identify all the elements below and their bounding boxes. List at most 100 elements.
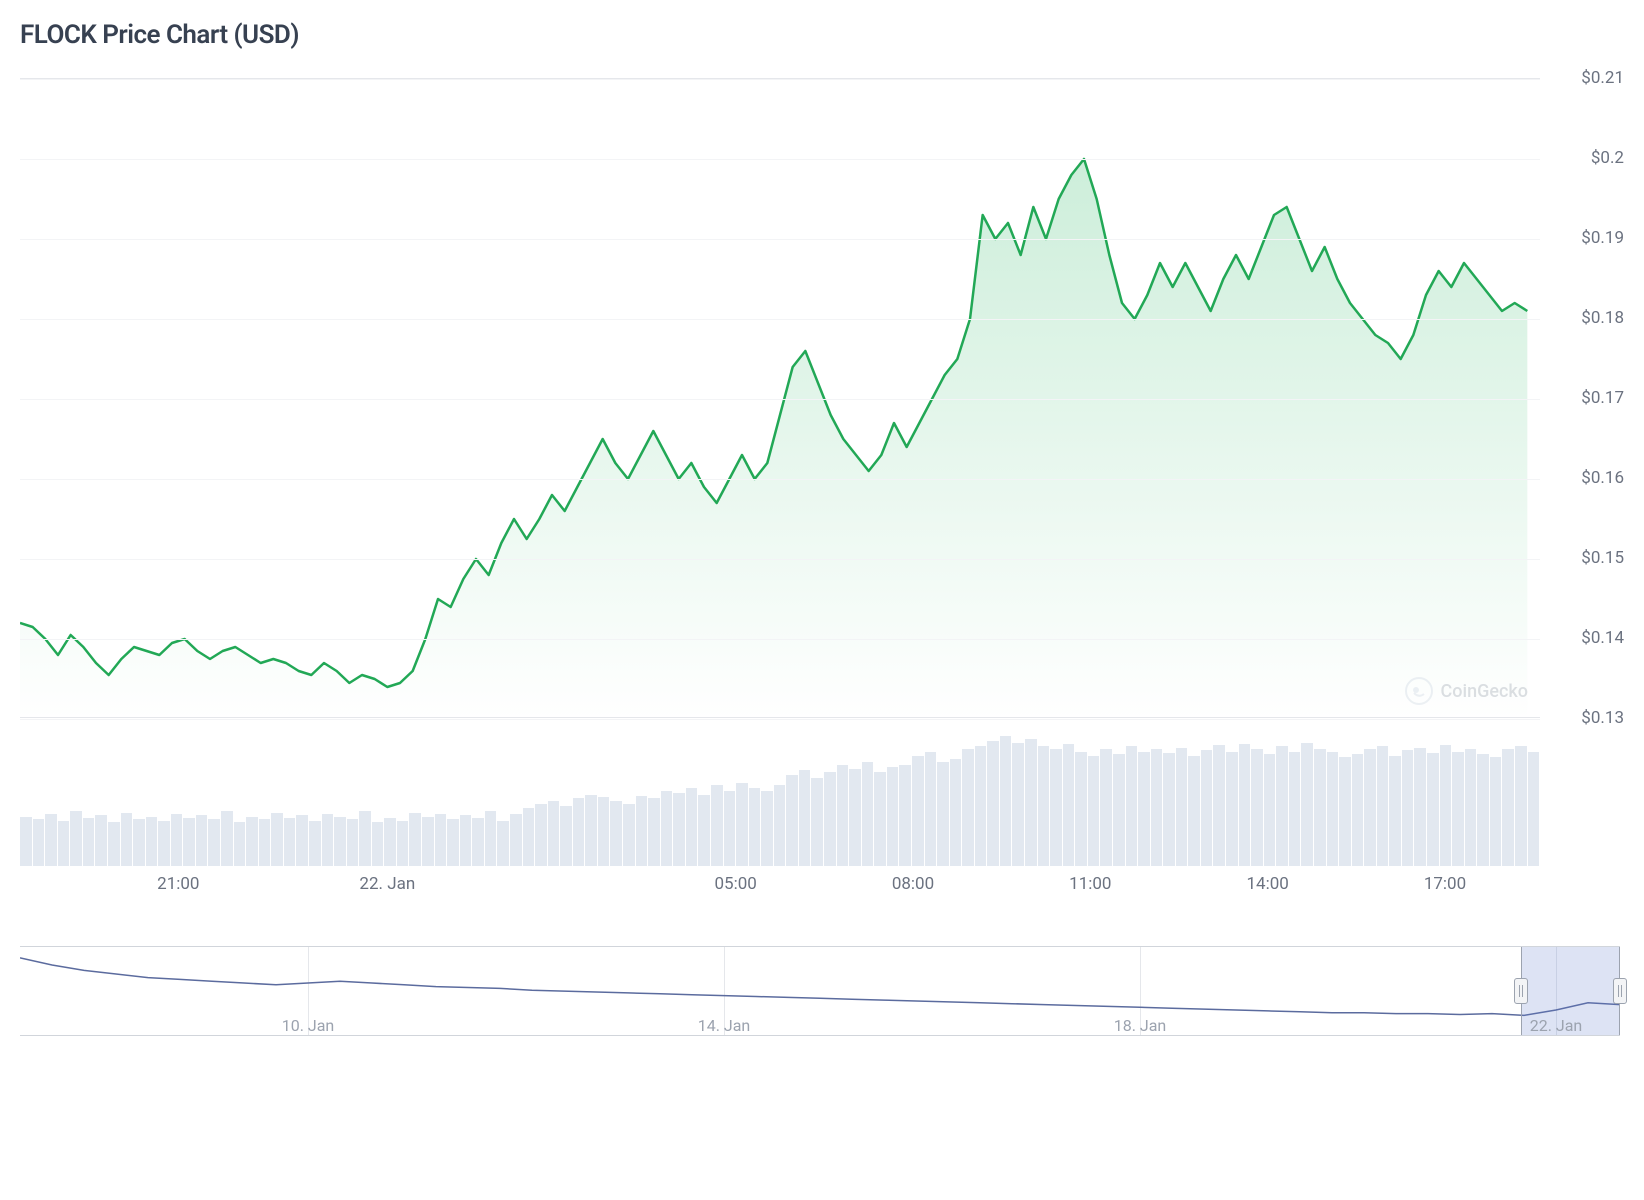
x-tick-label: 22. Jan	[359, 874, 415, 894]
chart-title: FLOCK Price Chart (USD)	[20, 20, 1624, 50]
volume-bar	[598, 797, 610, 866]
volume-bar	[1289, 752, 1301, 866]
volume-bar	[774, 785, 786, 866]
x-tick-label: 14:00	[1246, 874, 1288, 894]
volume-bar	[510, 814, 522, 866]
volume-bar	[610, 801, 622, 866]
volume-bar	[1213, 745, 1225, 866]
volume-bar	[799, 770, 811, 866]
y-tick-label: $0.17	[1569, 388, 1624, 408]
volume-bar	[309, 821, 321, 867]
volume-bar	[322, 814, 334, 866]
nav-x-tick-label: 14. Jan	[698, 1016, 751, 1035]
volume-bar	[573, 798, 585, 866]
volume-bar	[497, 821, 509, 867]
volume-bar	[698, 795, 710, 867]
volume-bar	[925, 752, 937, 866]
volume-bar	[171, 814, 183, 866]
volume-bar	[1528, 752, 1540, 866]
volume-bar	[1000, 736, 1012, 866]
x-tick-label: 21:00	[157, 874, 199, 894]
y-tick-label: $0.2	[1579, 148, 1624, 168]
volume-bar	[824, 772, 836, 866]
volume-bar	[284, 818, 296, 866]
navigator[interactable]: 10. Jan14. Jan18. Jan22. Jan	[20, 946, 1620, 1036]
volume-bar	[108, 822, 120, 866]
volume-bar	[33, 819, 45, 866]
volume-bar	[1226, 752, 1238, 866]
volume-bar	[70, 811, 82, 866]
volume-bar	[548, 801, 560, 866]
volume-bar	[1063, 744, 1075, 866]
volume-bar	[1502, 749, 1514, 866]
volume-bars[interactable]	[20, 736, 1540, 866]
y-tick-label: $0.18	[1569, 308, 1624, 328]
volume-bar	[121, 813, 133, 866]
y-tick-label: $0.15	[1569, 548, 1624, 568]
price-chart-container: FLOCK Price Chart (USD) CoinGecko $0.21 $…	[20, 20, 1624, 1036]
volume-bar	[761, 791, 773, 866]
volume-bar	[711, 785, 723, 866]
volume-bar	[133, 819, 145, 866]
volume-bar	[1138, 752, 1150, 866]
volume-bar	[912, 756, 924, 867]
volume-bar	[271, 813, 283, 866]
volume-bar	[435, 814, 447, 866]
y-tick-label: $0.21	[1569, 68, 1624, 88]
y-tick-label: $0.19	[1569, 228, 1624, 248]
volume-bar	[409, 813, 421, 866]
volume-bar	[874, 772, 886, 866]
navigator-handle-left[interactable]	[1514, 978, 1528, 1004]
volume-bar	[786, 775, 798, 866]
volume-bar	[837, 765, 849, 866]
volume-bar	[1264, 754, 1276, 866]
navigator-handle-right[interactable]	[1613, 978, 1627, 1004]
volume-bar	[472, 818, 484, 866]
volume-bar	[661, 791, 673, 866]
y-tick-label: $0.14	[1569, 628, 1624, 648]
volume-bar	[1352, 754, 1364, 866]
volume-bar	[1327, 752, 1339, 866]
volume-bar	[196, 815, 208, 866]
volume-bar	[724, 791, 736, 866]
volume-bar	[686, 788, 698, 866]
watermark: CoinGecko	[1405, 677, 1528, 705]
volume-bar	[1038, 746, 1050, 866]
volume-bar	[20, 817, 32, 866]
volume-bar	[259, 819, 271, 866]
volume-bar	[1452, 752, 1464, 866]
volume-bar	[1188, 756, 1200, 867]
volume-bar	[1477, 754, 1489, 866]
volume-bar	[1515, 746, 1527, 866]
watermark-text: CoinGecko	[1441, 681, 1528, 702]
volume-bar	[535, 804, 547, 866]
main-chart-area[interactable]: CoinGecko $0.21$0.2$0.19$0.18$0.17$0.16$…	[20, 78, 1624, 718]
volume-bar	[1239, 744, 1251, 866]
volume-bar	[1151, 749, 1163, 866]
volume-bar	[334, 817, 346, 866]
volume-bar	[221, 811, 233, 866]
volume-bar	[460, 815, 472, 866]
volume-bar	[1113, 754, 1125, 866]
volume-bar	[83, 818, 95, 866]
x-tick-label: 11:00	[1069, 874, 1111, 894]
volume-bar	[962, 749, 974, 866]
volume-bar	[648, 798, 660, 866]
volume-bar	[359, 811, 371, 866]
y-tick-label: $0.16	[1569, 468, 1624, 488]
volume-bar	[1276, 746, 1288, 866]
coingecko-icon	[1405, 677, 1433, 705]
volume-bar	[673, 793, 685, 866]
x-axis: 21:0022. Jan05:0008:0011:0014:0017:00	[20, 874, 1540, 904]
volume-bar	[862, 762, 874, 866]
volume-bar	[234, 822, 246, 866]
volume-bar	[987, 741, 999, 866]
volume-bar	[1465, 749, 1477, 866]
volume-bar	[485, 811, 497, 866]
volume-bar	[1025, 739, 1037, 866]
volume-bar	[950, 759, 962, 866]
main-chart-plot[interactable]: CoinGecko	[20, 78, 1540, 718]
y-axis: $0.21$0.2$0.19$0.18$0.17$0.16$0.15$0.14$…	[1540, 78, 1624, 718]
volume-bar	[1377, 746, 1389, 866]
volume-bar	[183, 818, 195, 866]
